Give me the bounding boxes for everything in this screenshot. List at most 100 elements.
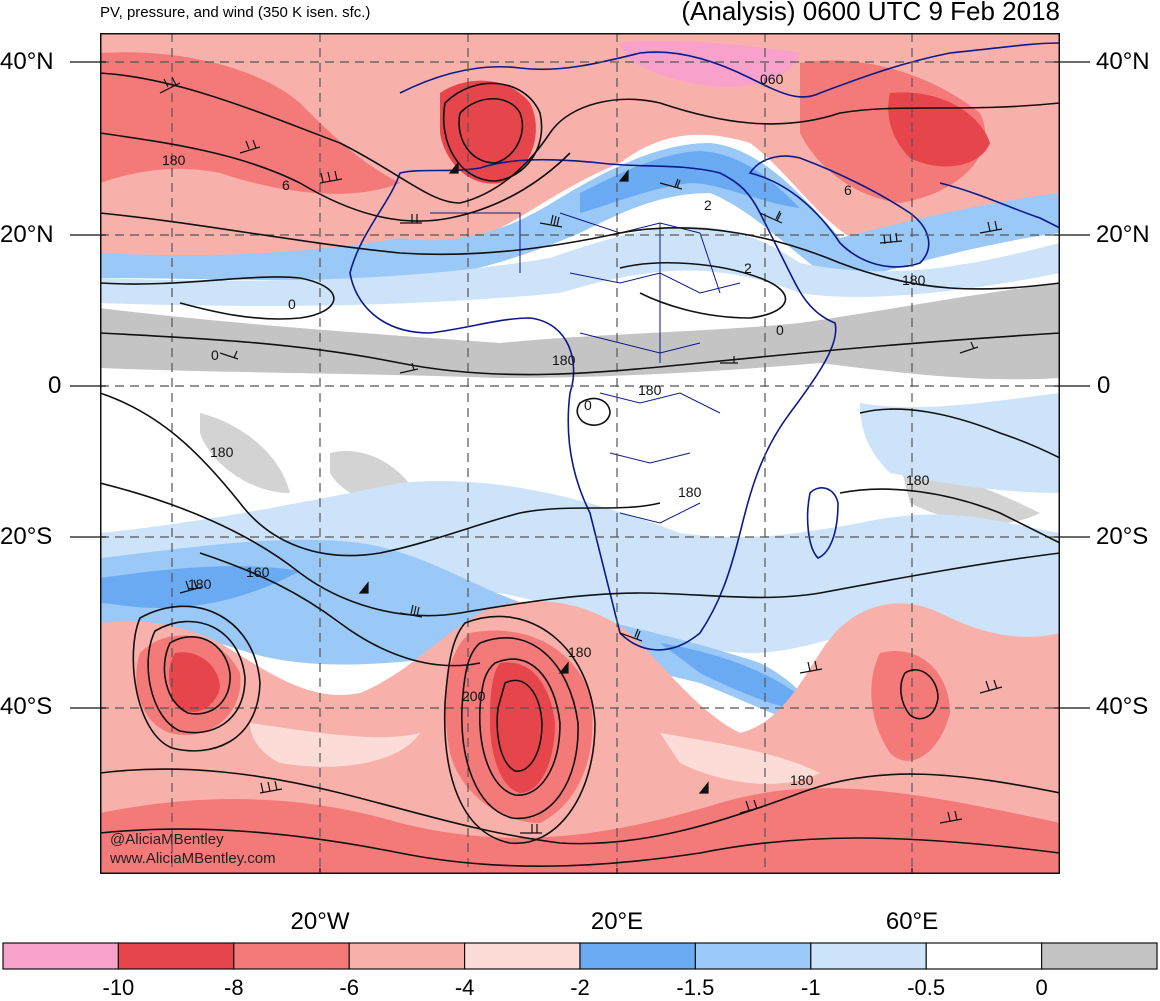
pennant-1 <box>448 161 459 174</box>
barb-3 <box>319 170 343 184</box>
contour-labels: 180 6 0 0 180 180 160 180 180 200 180 18… <box>162 71 930 788</box>
pv-southern-faint-band <box>250 723 820 784</box>
contour-label-6-nw: 6 <box>282 177 290 193</box>
frame-ticks <box>100 61 1060 874</box>
contour-label-2-east: 2 <box>744 260 752 276</box>
contour-south-3 <box>100 768 1060 845</box>
credit-website: www.AliciaMBentley.com <box>110 850 276 867</box>
contour-label-180-ne: 180 <box>902 272 926 288</box>
contour-label-6-ne: 6 <box>844 182 852 198</box>
colorbar-cell <box>925 942 1043 970</box>
contour-label-2-arabia: 2 <box>704 197 712 213</box>
contour-label-180-se: 180 <box>790 772 814 788</box>
colorbar-cell <box>694 942 812 970</box>
barb-2 <box>239 139 261 154</box>
colorbar-label: -1 <box>801 975 821 1000</box>
barb-15 <box>399 604 423 618</box>
contour-north-ring-2 <box>442 82 543 182</box>
contour-label-180-nw: 180 <box>162 152 186 168</box>
contour-label-0-w: 0 <box>288 296 296 312</box>
barb-17 <box>799 660 823 674</box>
contour-south-center-ring-4 <box>443 615 596 845</box>
pv-pale-blue-east <box>860 393 1060 493</box>
contour-south-east-ring <box>900 669 939 720</box>
contour-south-left-ring-1 <box>163 636 231 715</box>
contour-north-3 <box>100 212 1060 290</box>
contour-label-180-eq: 180 <box>638 382 662 398</box>
colorbar-label: 0 <box>1035 975 1048 1000</box>
pv-shading <box>100 33 1060 874</box>
contour-label-060: 060 <box>760 71 784 87</box>
contour-south-center-ring-3 <box>461 637 579 820</box>
lat-label-20n-right: 20°N <box>1096 221 1150 248</box>
barb-8 <box>879 232 903 245</box>
contour-label-180-sw: 180 <box>188 576 212 592</box>
contour-south-left-ring-3 <box>132 605 261 752</box>
contour-tropic-2 <box>619 262 787 319</box>
wind-barbs <box>159 76 1003 834</box>
right-tick-marks <box>1060 61 1090 709</box>
map-frame <box>100 33 1060 874</box>
colorbar-cell <box>810 942 927 970</box>
pv-northern-strong-right <box>800 60 986 203</box>
colorbar-label: -6 <box>339 975 359 1000</box>
contour-label-180-center: 180 <box>552 352 576 368</box>
contour-eq-1 <box>100 392 661 557</box>
contour-south-2 <box>199 552 481 667</box>
contour-north-2 <box>100 132 571 222</box>
lat-label-eq-left: 0 <box>48 372 62 399</box>
pressure-contours <box>100 72 1060 867</box>
barb-20 <box>520 824 542 834</box>
pv-jet-pale-blue-south <box>100 481 1060 653</box>
contour-south-center-ring-2 <box>479 658 561 796</box>
pv-southern-strong-left-core <box>168 652 220 712</box>
lat-label-40n-right: 40°N <box>1096 48 1150 75</box>
contour-north-1 <box>100 72 1060 204</box>
colorbar-cell <box>348 942 466 970</box>
lat-label-20n-left: 20°N <box>0 221 54 248</box>
colorbar-label: -10 <box>102 975 135 1000</box>
colorbar-cell <box>2 942 120 970</box>
contour-south-4 <box>100 828 1060 867</box>
barb-21 <box>739 799 763 814</box>
contour-south-left-ring-2 <box>147 620 246 734</box>
contour-label-200: 200 <box>462 688 486 704</box>
barb-22 <box>939 810 963 824</box>
asia-coast <box>939 182 1060 229</box>
grid-lines <box>100 33 1060 874</box>
pv-southern-strong-east <box>871 651 950 761</box>
left-tick-marks <box>70 61 100 709</box>
pv-tropical-gray-band <box>100 283 1060 380</box>
barb-14 <box>179 579 203 594</box>
pv-southern-strong-band <box>100 788 1060 874</box>
colorbar-cell <box>117 942 235 970</box>
barb-16 <box>619 628 643 642</box>
europe-coast <box>399 42 1060 98</box>
barb-5 <box>539 214 563 228</box>
contour-label-180-s: 180 <box>568 644 592 660</box>
pv-northern-strong-core <box>440 80 536 184</box>
colorbar-label: -0.5 <box>907 975 946 1000</box>
lat-label-40s-right: 40°S <box>1096 693 1149 720</box>
barb-7 <box>759 210 783 224</box>
pennant-4 <box>558 661 569 674</box>
barb-18 <box>979 679 1003 694</box>
lat-label-20s-right: 20°S <box>1096 523 1149 550</box>
map-subtitle: PV, pressure, and wind (350 K isen. sfc.… <box>100 4 371 21</box>
barb-13 <box>959 341 979 354</box>
lat-label-40s-left: 40°S <box>0 693 53 720</box>
barb-1 <box>159 76 181 94</box>
lat-label-20s-left: 20°S <box>0 523 53 550</box>
barb-10 <box>219 350 239 360</box>
lon-label-60e: 60°E <box>885 908 939 935</box>
barb-4 <box>400 214 422 224</box>
pv-southern-strong-center-core <box>490 662 555 793</box>
coastlines <box>349 42 1060 651</box>
contour-label-0-eq: 0 <box>584 397 592 413</box>
arabia-coast <box>748 155 930 268</box>
contour-label-180-w: 180 <box>210 444 234 460</box>
lon-label-20w: 20°W <box>290 908 350 935</box>
colorbar-cell <box>579 942 697 970</box>
contour-tropic-1 <box>100 276 335 320</box>
pennant-2 <box>618 169 629 182</box>
